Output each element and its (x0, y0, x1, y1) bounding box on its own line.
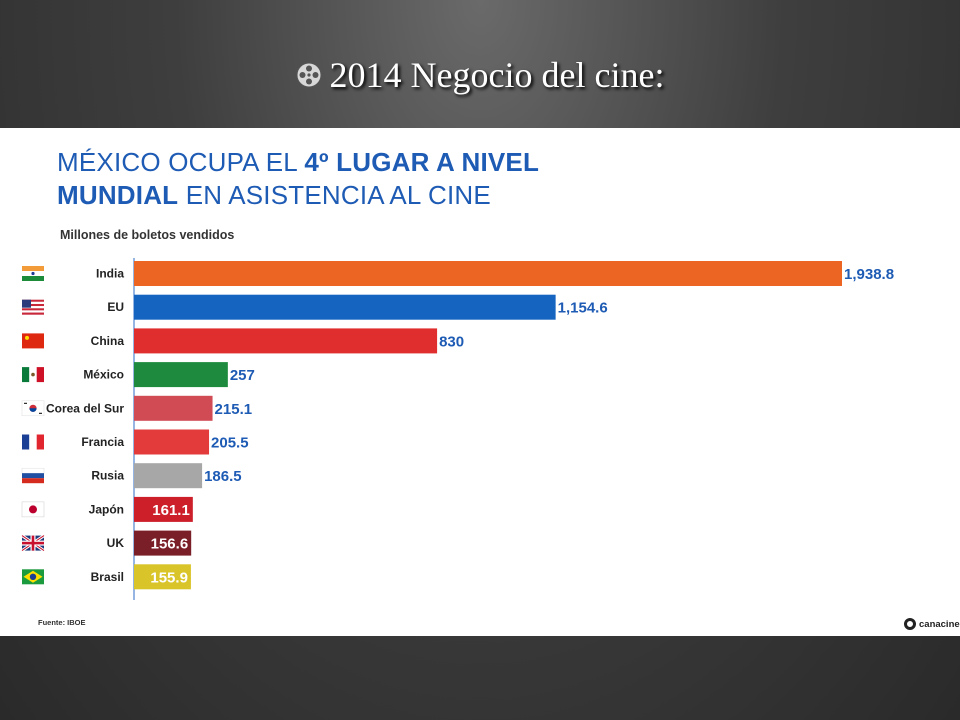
source-note: Fuente: IBOE (38, 618, 86, 627)
flag-trigram (24, 402, 27, 404)
flag-sun (29, 505, 37, 514)
flag-globe (29, 573, 37, 580)
flag-stripe (36, 434, 44, 450)
value-label-9: 155.9 (150, 569, 188, 586)
bar-8 (134, 530, 192, 556)
value-label-0: 1,938.8 (844, 266, 894, 283)
flag-stripe (36, 367, 44, 383)
category-label-3: México (83, 368, 124, 382)
value-label-2: 830 (439, 333, 464, 350)
category-label-0: India (96, 267, 124, 281)
category-label-4: Corea del Sur (46, 401, 124, 415)
flag-stripe (22, 473, 44, 479)
flag-trigram (39, 412, 42, 414)
value-label-6: 186.5 (204, 468, 242, 485)
infographic-headline: MÉXICO OCUPA EL 4º LUGAR A NIVEL MUNDIAL… (57, 146, 657, 212)
slide-title: 2014 Negocio del cine: (0, 50, 960, 100)
bar-5 (134, 429, 210, 455)
value-label-5: 205.5 (211, 435, 249, 452)
category-label-5: Francia (81, 435, 124, 449)
flag-emblem (31, 372, 35, 377)
category-label-7: Japón (89, 502, 124, 516)
film-reel-icon (296, 62, 322, 88)
bar-3 (134, 362, 228, 388)
value-label-7: 161.1 (152, 502, 190, 519)
flag-stripe (22, 299, 44, 302)
flag-stripe (22, 266, 44, 271)
canacine-logo: canacine (904, 618, 960, 630)
value-label-4: 215.1 (215, 401, 253, 418)
value-label-1: 1,154.6 (558, 300, 608, 317)
chart-subtitle: Millones de boletos vendidos (60, 228, 235, 242)
category-label-6: Rusia (91, 469, 124, 483)
canacine-logo-text: canacine (919, 618, 960, 630)
bar-chart: India 1,938.8 EU 1,154.6 China 830 México 257 Co… (21, 258, 894, 600)
category-label-9: Brasil (91, 570, 124, 584)
headline-part-3: MUNDIAL (57, 180, 179, 210)
slide-title-text: 2014 Negocio del cine: (329, 55, 665, 95)
bar-4 (134, 395, 213, 421)
flag-stripe (21, 467, 45, 474)
bar-7 (134, 496, 193, 522)
bar-6 (134, 463, 203, 489)
canacine-logo-icon (904, 618, 916, 630)
bar-9 (134, 564, 191, 590)
flag-stripe (22, 367, 30, 383)
headline-part-1: MÉXICO OCUPA EL (57, 147, 305, 177)
flag-stripe (22, 478, 44, 484)
flag-cross-red (22, 541, 44, 545)
flag-taegeuk-half (29, 408, 37, 412)
category-label-2: China (91, 334, 125, 348)
flag-stripe (22, 312, 44, 315)
flag-stripe (22, 306, 44, 309)
headline-part-2: 4º LUGAR A NIVEL (304, 147, 540, 177)
flag-wheel (31, 271, 35, 276)
category-label-1: EU (107, 300, 124, 314)
flag-stripe (29, 434, 37, 450)
flag-star (25, 335, 29, 340)
flag-stripe (22, 301, 44, 304)
bar-1 (134, 294, 556, 320)
value-label-8: 156.6 (151, 536, 189, 553)
bar-0 (134, 261, 842, 286)
value-label-3: 257 (230, 367, 255, 384)
flag-stripe (22, 434, 30, 450)
flag-canton (22, 299, 31, 308)
flag-stripe (22, 303, 44, 307)
flag-field (22, 333, 44, 349)
headline-part-4: EN ASISTENCIA AL CINE (178, 180, 491, 210)
flag-stripe (22, 310, 44, 313)
bar-2 (134, 328, 438, 354)
flag-stripe (22, 276, 44, 281)
flag-stripe (22, 308, 44, 311)
category-label-8: UK (107, 536, 125, 550)
